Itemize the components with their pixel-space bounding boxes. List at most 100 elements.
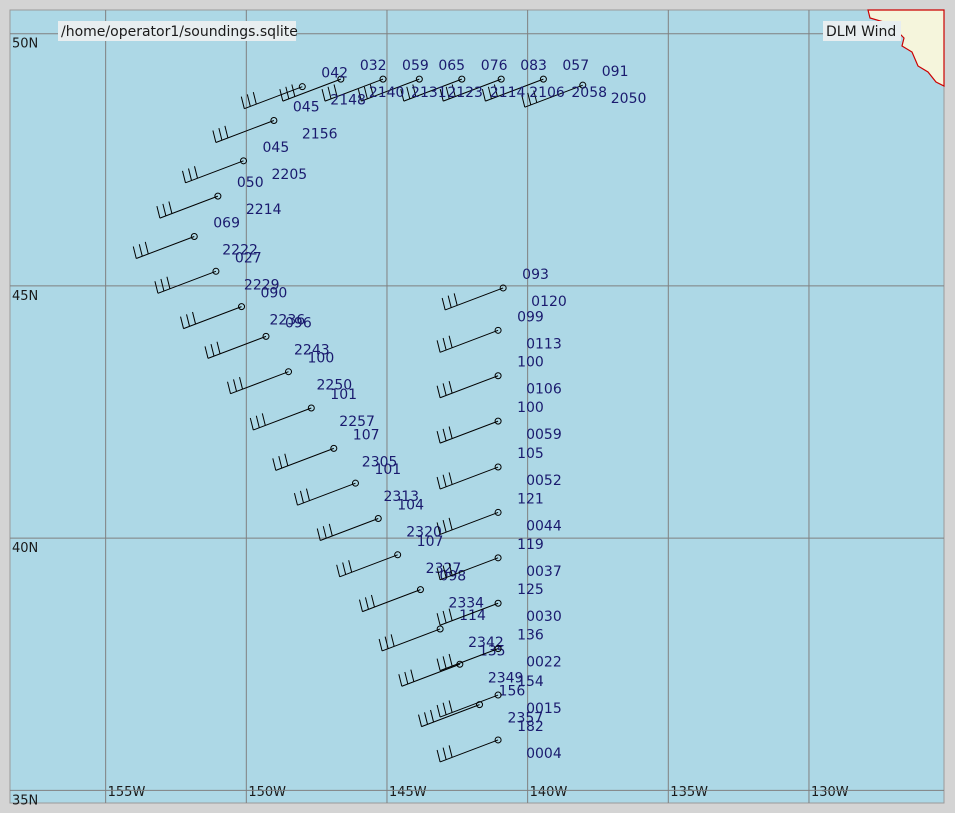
station-label: 096: [285, 315, 312, 331]
station-time: 0030: [526, 609, 562, 625]
station-label: 107: [353, 427, 380, 443]
station-dot: [458, 75, 466, 83]
barb-feather: [305, 488, 310, 501]
barb-feather: [448, 381, 453, 394]
station-dot: [539, 75, 547, 83]
station-dot: [415, 75, 423, 83]
station-time: 2313: [383, 489, 419, 505]
barb-staff: [439, 420, 499, 444]
barb-feather: [299, 490, 304, 503]
station: 093 0120: [441, 267, 567, 311]
station-dot: [416, 586, 424, 594]
station-time: 2229: [244, 277, 280, 293]
station-time: 0004: [526, 746, 562, 762]
station-time: 2148: [330, 93, 366, 109]
lat-label: 40N: [12, 541, 38, 556]
barb-staff: [320, 518, 379, 541]
barb-feather: [278, 455, 283, 469]
station-time: 2305: [362, 454, 398, 470]
barb-feather: [436, 704, 441, 718]
station: 182 0004: [436, 719, 562, 763]
barb-staff: [439, 511, 499, 535]
station-dot: [494, 508, 502, 516]
station-dot: [285, 368, 293, 376]
station-time: 2123: [447, 85, 483, 101]
station: 069 2222: [132, 215, 258, 259]
barb-feather: [246, 94, 251, 107]
station: 107 2305: [272, 427, 398, 471]
station-label: 105: [517, 446, 544, 462]
barb-staff: [230, 371, 289, 395]
barb-feather: [284, 453, 289, 466]
barb-feather: [370, 594, 375, 608]
station-label: 182: [517, 719, 544, 735]
barb-feather: [487, 86, 492, 99]
station-label: 059: [402, 58, 429, 74]
barb-feather: [227, 381, 231, 394]
station-dot: [494, 326, 502, 334]
barb-staff: [207, 335, 267, 359]
barb-staff: [183, 306, 242, 330]
barb-feather: [430, 709, 435, 723]
barb-staff: [275, 447, 334, 471]
station-label: 101: [374, 462, 401, 478]
station-time: 0120: [531, 294, 567, 310]
barb-feather: [533, 90, 538, 103]
barb-feather: [192, 311, 197, 325]
station-label: 065: [438, 58, 465, 74]
station: 100 2250: [227, 351, 353, 395]
title-bg: [823, 21, 901, 41]
station: 042 2148: [240, 66, 366, 110]
barb-feather: [436, 567, 441, 580]
lon-label: 140W: [530, 785, 568, 800]
barb-feather: [233, 379, 237, 392]
barb-feather: [327, 86, 332, 99]
station-time: 2342: [468, 635, 504, 651]
barb-feather: [144, 241, 149, 255]
barb-staff: [244, 86, 303, 110]
barb-feather: [410, 669, 415, 682]
station-dot: [238, 303, 246, 311]
barb-feather: [527, 92, 532, 105]
barb-feather: [180, 316, 185, 329]
barb-feather: [210, 343, 215, 357]
station-time: 0044: [526, 518, 562, 534]
station-time: 2250: [317, 378, 353, 394]
station-dot: [351, 479, 359, 487]
barb-staff: [401, 663, 461, 687]
barb-staff: [485, 78, 544, 102]
barb-feather: [404, 671, 409, 685]
station-time: 2058: [571, 85, 607, 101]
barb-staff: [361, 78, 420, 102]
barb-feather: [453, 293, 458, 306]
barb-feather: [424, 712, 429, 725]
map-background: [9, 9, 945, 804]
station-dot: [307, 404, 315, 412]
station-label: 093: [522, 267, 549, 283]
barb-feather: [162, 203, 167, 216]
barb-feather: [445, 86, 450, 99]
barb-feather: [442, 702, 447, 715]
station-time: 2320: [406, 524, 442, 540]
barb-feather: [390, 634, 395, 647]
barb-feather: [448, 472, 453, 485]
station-label: 076: [481, 58, 508, 74]
station-time: 0059: [526, 427, 562, 443]
barb-staff: [439, 648, 499, 672]
barb-feather: [188, 168, 192, 181]
barb-feather: [439, 88, 444, 102]
barb-feather: [218, 128, 223, 141]
station-time: 2205: [272, 167, 308, 183]
station-dot: [494, 691, 502, 699]
station-dot: [494, 645, 502, 653]
barb-feather: [406, 86, 411, 99]
barb-staff: [439, 602, 499, 626]
barb-feather: [194, 166, 198, 179]
lon-label: 130W: [811, 785, 849, 800]
map-title: DLM Wind: [826, 24, 896, 40]
barb-feather: [436, 385, 441, 398]
barb-feather: [216, 341, 221, 354]
barb-staff: [439, 375, 499, 399]
barb-feather: [442, 656, 447, 669]
